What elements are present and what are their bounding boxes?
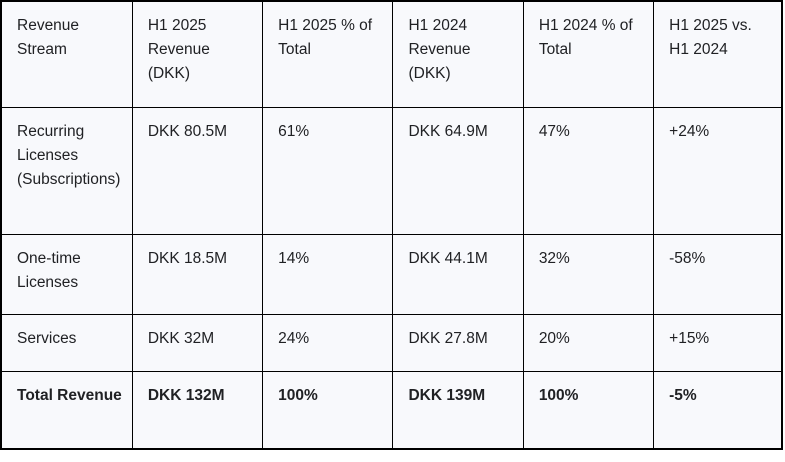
table-cell-total: -5%: [653, 370, 783, 450]
table-cell: Services: [0, 313, 133, 372]
table-cell: 20%: [522, 313, 655, 372]
table-cell: DKK 44.1M: [392, 233, 524, 315]
table-cell: Recurring Licenses (Subscriptions): [0, 106, 133, 235]
header-cell-h1-2025-revenue: H1 2025 Revenue (DKK): [131, 0, 264, 108]
header-cell-h1-2024-revenue: H1 2024 Revenue (DKK): [392, 0, 524, 108]
table-cell-total: DKK 132M: [131, 370, 264, 450]
table-cell: 24%: [262, 313, 394, 372]
table-cell: 47%: [522, 106, 655, 235]
table-cell: +15%: [653, 313, 783, 372]
table-cell: DKK 32M: [131, 313, 264, 372]
table-row-one-time-licenses: One-time Licenses DKK 18.5M 14% DKK 44.1…: [0, 233, 783, 315]
table-cell: DKK 18.5M: [131, 233, 264, 315]
table-cell: -58%: [653, 233, 783, 315]
revenue-comparison-table: Revenue Stream H1 2025 Revenue (DKK) H1 …: [0, 0, 783, 450]
header-cell-yoy-change: H1 2025 vs. H1 2024: [653, 0, 783, 108]
table-row-recurring-licenses: Recurring Licenses (Subscriptions) DKK 8…: [0, 106, 783, 235]
table-cell: DKK 27.8M: [392, 313, 524, 372]
table-cell-total: 100%: [262, 370, 394, 450]
table-cell-total: DKK 139M: [392, 370, 524, 450]
table-cell: 14%: [262, 233, 394, 315]
table-cell: 32%: [522, 233, 655, 315]
header-cell-h1-2024-pct: H1 2024 % of Total: [522, 0, 655, 108]
table-cell-total: 100%: [522, 370, 655, 450]
table-row-services: Services DKK 32M 24% DKK 27.8M 20% +15%: [0, 313, 783, 372]
header-cell-revenue-stream: Revenue Stream: [0, 0, 133, 108]
table-cell-total: Total Revenue: [0, 370, 133, 450]
table-cell: One-time Licenses: [0, 233, 133, 315]
table-cell: +24%: [653, 106, 783, 235]
table-row-total-revenue: Total Revenue DKK 132M 100% DKK 139M 100…: [0, 370, 783, 450]
table-header-row: Revenue Stream H1 2025 Revenue (DKK) H1 …: [0, 0, 783, 108]
table-cell: 61%: [262, 106, 394, 235]
header-cell-h1-2025-pct: H1 2025 % of Total: [262, 0, 394, 108]
table-cell: DKK 64.9M: [392, 106, 524, 235]
table-cell: DKK 80.5M: [131, 106, 264, 235]
